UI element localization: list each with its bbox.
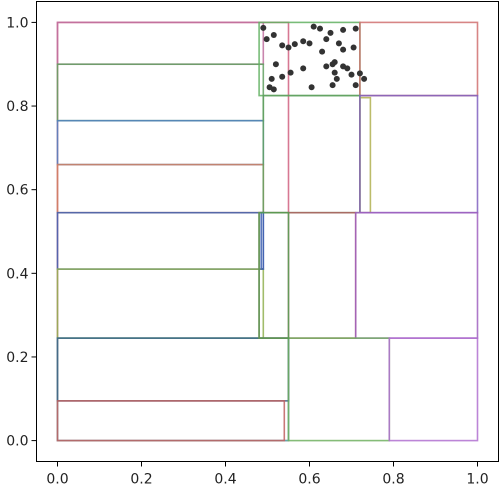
y-tick-label-1: 0.2 [6, 350, 28, 366]
data-point-1 [270, 31, 277, 38]
x-tick-label-3: 0.6 [298, 472, 320, 486]
y-tick-label-4: 0.8 [6, 99, 28, 115]
data-point-16 [352, 25, 359, 32]
data-point-27 [331, 69, 338, 76]
partition-rect-19 [388, 337, 479, 442]
data-point-17 [272, 61, 279, 68]
data-point-11 [327, 29, 334, 36]
data-point-35 [352, 82, 359, 89]
data-point-3 [279, 42, 286, 49]
data-point-14 [340, 26, 347, 33]
rectangles-layer [56, 21, 479, 442]
data-point-8 [310, 23, 317, 30]
partition-rect-4 [56, 163, 265, 214]
x-axis: 0.0 0.2 0.4 0.6 0.8 1.0 [46, 461, 489, 486]
data-point-12 [335, 40, 342, 47]
data-point-18 [268, 75, 275, 82]
partition-rect-6 [56, 268, 265, 339]
y-tick-label-5: 1.0 [6, 15, 28, 31]
partition-rect-12 [262, 94, 361, 214]
partition-rect-14 [359, 94, 479, 214]
data-point-25 [323, 63, 330, 70]
data-point-37 [319, 48, 326, 55]
x-tick-label-2: 0.4 [214, 472, 236, 486]
partition-rect-9 [56, 400, 286, 442]
partition-rect-1 [56, 21, 265, 66]
data-point-2 [263, 36, 270, 43]
partition-rect-3 [56, 119, 265, 166]
plot-frame [36, 1, 499, 462]
partition-rect-7 [56, 337, 290, 442]
y-tick-label-3: 0.6 [6, 183, 28, 199]
x-tick-label-5: 1.0 [466, 472, 488, 486]
y-tick-label-0: 0.0 [6, 434, 28, 450]
data-point-20 [287, 69, 294, 76]
y-tick-label-2: 0.4 [6, 266, 28, 282]
partition-rect-20 [258, 211, 290, 339]
points-layer [260, 23, 368, 93]
partition-rect-15 [258, 211, 357, 339]
data-point-21 [300, 65, 307, 72]
data-point-13 [340, 46, 347, 53]
data-point-24 [308, 84, 315, 91]
data-point-9 [317, 25, 323, 32]
data-point-19 [279, 73, 286, 80]
data-point-33 [356, 70, 363, 77]
data-point-10 [323, 36, 330, 43]
x-tick-label-4: 0.8 [382, 472, 404, 486]
partition-rect-0 [56, 21, 290, 442]
y-axis: 0.0 0.2 0.4 0.6 0.8 1.0 [6, 15, 37, 450]
data-point-29 [329, 82, 336, 89]
partition-rect-11 [359, 21, 479, 97]
partition-rect-18 [287, 337, 391, 442]
data-point-23 [270, 86, 277, 93]
data-point-4 [285, 44, 292, 51]
partition-rect-5 [56, 211, 265, 270]
partition-rect-8 [56, 337, 290, 402]
data-point-36 [331, 59, 338, 66]
data-point-34 [361, 75, 368, 82]
data-point-7 [306, 40, 313, 47]
partition-rect-16 [260, 211, 265, 270]
partition-rect-13 [359, 96, 372, 214]
data-point-31 [344, 65, 351, 72]
x-tick-label-1: 0.2 [130, 472, 152, 486]
data-point-0 [260, 24, 267, 31]
partition-rect-17 [354, 211, 479, 339]
data-point-15 [350, 44, 357, 51]
data-point-32 [348, 71, 355, 78]
x-tick-label-0: 0.0 [46, 472, 68, 486]
partition-rect-2 [56, 63, 265, 122]
data-point-6 [300, 38, 307, 45]
data-point-28 [333, 75, 340, 82]
data-point-5 [291, 41, 298, 48]
